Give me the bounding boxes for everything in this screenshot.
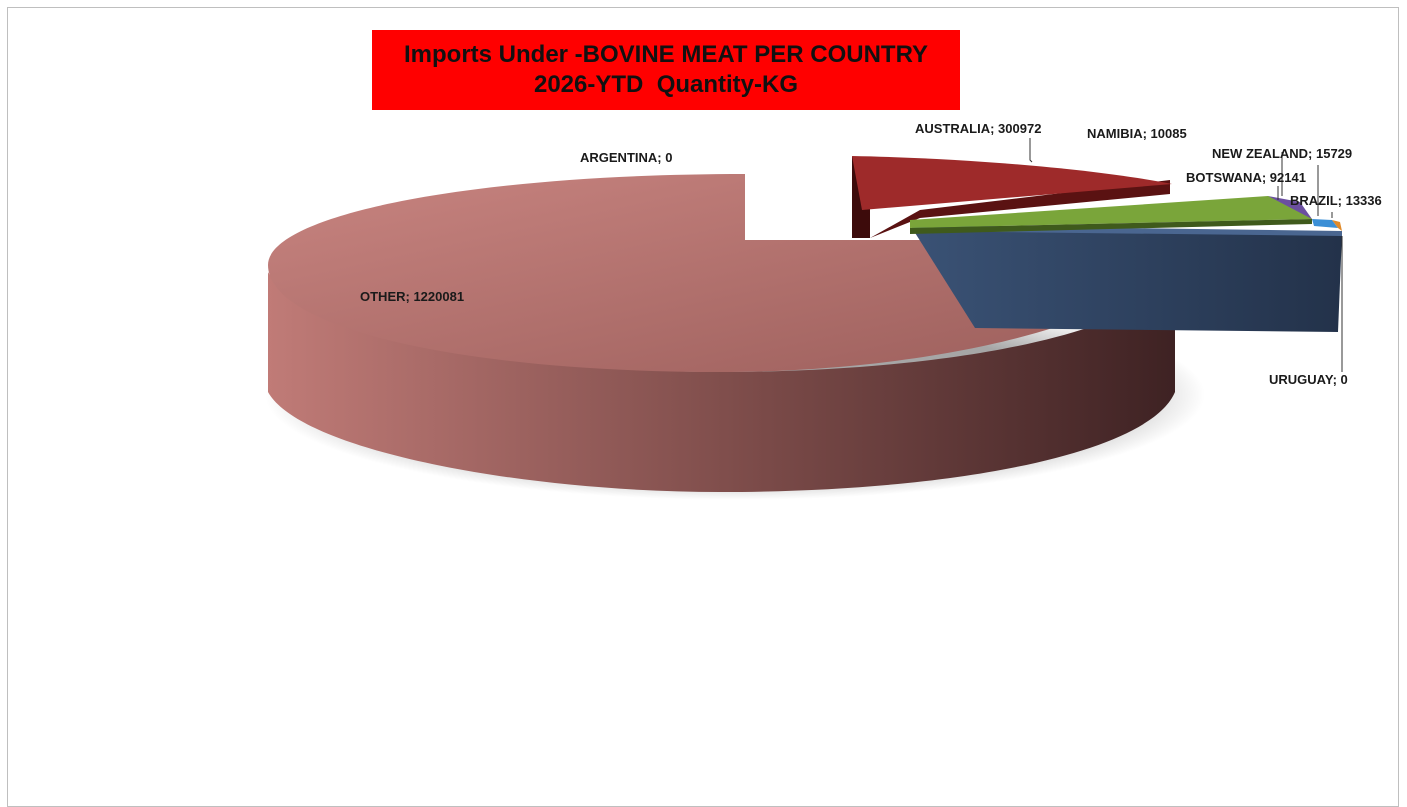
data-label-new-zealand: NEW ZEALAND; 15729: [1212, 146, 1352, 161]
slice-other: [268, 174, 1176, 372]
slice-botswana: [910, 196, 1312, 228]
data-label-uruguay: URUGUAY; 0: [1269, 372, 1348, 387]
slice-botswana-side: [910, 219, 1312, 234]
slice-brazil: [1332, 220, 1342, 231]
slice-australia: [852, 156, 1172, 210]
slice-other-side: [268, 272, 1175, 492]
slice-uruguay: [912, 228, 1342, 332]
data-label-other: OTHER; 1220081: [360, 289, 464, 304]
slice-namibia: [1268, 196, 1312, 219]
chart-title-line-2: 2026-YTD Quantity-KG: [533, 71, 799, 98]
leader-line-australia: [1029, 138, 1033, 163]
data-label-namibia: NAMIBIA; 10085: [1087, 126, 1187, 141]
slice-australia-front: [870, 180, 1170, 238]
slice-new-zealand: [1312, 219, 1338, 228]
data-label-australia: AUSTRALIA; 300972: [915, 121, 1041, 136]
data-label-brazil: BRAZIL; 13336: [1290, 193, 1382, 208]
chart-title: Imports Under -BOVINE MEAT PER COUNTRY 2…: [372, 30, 960, 110]
chart-title-line-1: Imports Under -BOVINE MEAT PER COUNTRY: [403, 41, 929, 68]
data-label-argentina: ARGENTINA; 0: [580, 150, 672, 165]
data-label-botswana: BOTSWANA; 92141: [1186, 170, 1306, 185]
